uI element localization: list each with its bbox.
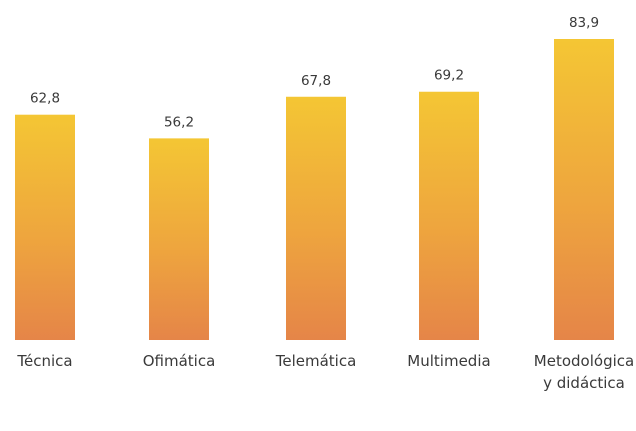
category-labels-layer: Técnica Ofimática Telemática Multimedia Meto… xyxy=(16,352,634,392)
category-label-4-line-0: Metodológica xyxy=(534,352,634,370)
value-label-1: 56,2 xyxy=(164,114,194,130)
category-label-4-line-1: y didáctica xyxy=(543,374,625,392)
value-label-0: 62,8 xyxy=(30,91,60,107)
category-label-1-line-0: Ofimática xyxy=(143,352,216,370)
value-labels-layer: 62,8 56,2 67,8 69,2 83,9 xyxy=(30,15,599,130)
category-label-2-line-0: Telemática xyxy=(275,352,357,370)
category-label-3-line-0: Multimedia xyxy=(407,352,490,370)
category-label-3: Multimedia xyxy=(407,352,490,370)
category-label-0: Técnica xyxy=(16,352,72,370)
value-label-3: 69,2 xyxy=(434,68,464,84)
bar-4 xyxy=(554,39,614,340)
value-label-2: 67,8 xyxy=(301,73,331,89)
category-label-0-line-0: Técnica xyxy=(16,352,72,370)
category-label-1: Ofimática xyxy=(143,352,216,370)
bar-2 xyxy=(286,96,346,340)
category-label-2: Telemática xyxy=(275,352,357,370)
bar-1 xyxy=(149,138,209,340)
category-label-4: Metodológica y didáctica xyxy=(534,352,634,392)
bars-layer xyxy=(15,39,614,340)
bar-0 xyxy=(15,114,75,340)
value-label-4: 83,9 xyxy=(569,15,599,31)
bar-3 xyxy=(419,91,479,340)
